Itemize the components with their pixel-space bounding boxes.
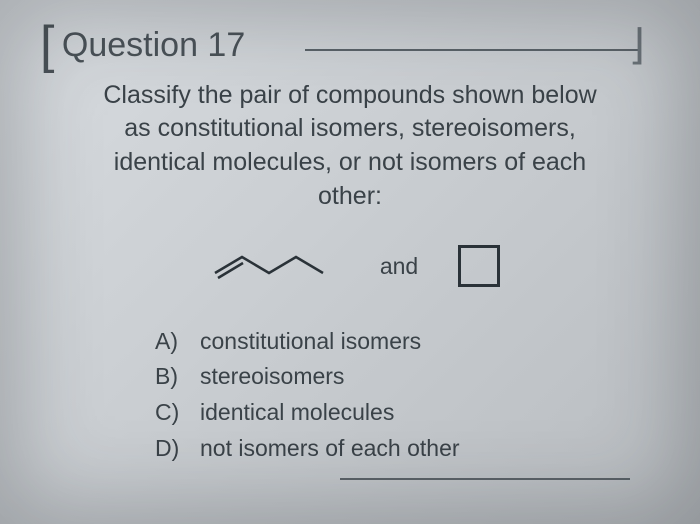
- prompt-line: Classify the pair of compounds shown bel…: [60, 79, 640, 113]
- option-letter: D): [155, 431, 200, 467]
- prompt-line: identical molecules, or not isomers of e…: [60, 146, 640, 180]
- option-b: B) stereoisomers: [155, 359, 660, 395]
- option-letter: B): [155, 359, 200, 395]
- option-c: C) identical molecules: [155, 395, 660, 431]
- option-text: not isomers of each other: [200, 431, 460, 467]
- option-d: D) not isomers of each other: [155, 431, 660, 467]
- question-prompt: Classify the pair of compounds shown bel…: [40, 79, 660, 214]
- option-letter: A): [155, 324, 200, 360]
- question-header: [ Question 17 ⌋: [40, 25, 660, 51]
- option-text: constitutional isomers: [200, 324, 421, 360]
- slide-container: [ Question 17 ⌋ Classify the pair of com…: [0, 0, 700, 500]
- prompt-line: other:: [60, 180, 640, 214]
- option-text: identical molecules: [200, 395, 394, 431]
- option-letter: C): [155, 395, 200, 431]
- option-a: A) constitutional isomers: [155, 324, 660, 360]
- options-list: A) constitutional isomers B) stereoisome…: [155, 324, 660, 467]
- connector-text: and: [380, 253, 418, 280]
- header-underline: [305, 49, 640, 51]
- bottom-underline: [340, 478, 630, 480]
- bracket-right-icon: ⌋: [629, 20, 645, 69]
- prompt-line: as constitutional isomers, stereoisomers…: [60, 112, 640, 146]
- option-text: stereoisomers: [200, 359, 344, 395]
- square-molecule-icon: [458, 245, 500, 287]
- question-title: Question 17: [54, 26, 245, 65]
- bracket-left-icon: [: [40, 25, 54, 67]
- zigzag-molecule-icon: [200, 241, 340, 291]
- molecules-row: and: [40, 239, 660, 294]
